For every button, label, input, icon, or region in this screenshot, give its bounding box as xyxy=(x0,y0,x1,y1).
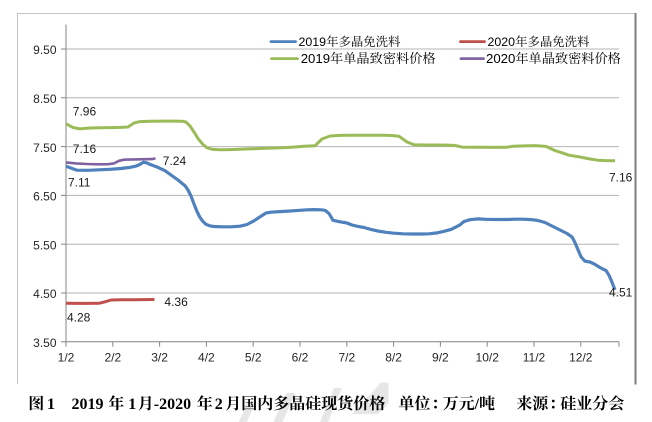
svg-text:7.11: 7.11 xyxy=(68,175,91,189)
svg-text:8/2: 8/2 xyxy=(385,351,402,365)
svg-text:2/2: 2/2 xyxy=(104,351,121,365)
svg-text:6/2: 6/2 xyxy=(292,351,309,365)
svg-text:12/2: 12/2 xyxy=(569,351,593,365)
svg-text:4/2: 4/2 xyxy=(198,351,215,365)
svg-text:4.36: 4.36 xyxy=(164,295,188,309)
svg-text:2020年单晶致密料价格: 2020年单晶致密料价格 xyxy=(486,51,621,66)
svg-text:1/2: 1/2 xyxy=(58,351,75,365)
svg-text:3/2: 3/2 xyxy=(151,351,168,365)
svg-text:2020年多晶免洗料: 2020年多晶免洗料 xyxy=(488,35,591,49)
svg-text:4.50: 4.50 xyxy=(33,287,57,301)
svg-text:10/2: 10/2 xyxy=(476,351,500,365)
svg-text:7/2: 7/2 xyxy=(338,351,355,365)
svg-text:7.24: 7.24 xyxy=(163,154,187,168)
svg-text:8.50: 8.50 xyxy=(33,92,57,106)
svg-text:5/2: 5/2 xyxy=(245,351,262,365)
svg-text:7.50: 7.50 xyxy=(33,141,57,155)
svg-text:11/2: 11/2 xyxy=(523,351,546,365)
svg-text:9.50: 9.50 xyxy=(33,43,57,57)
svg-text:2019年多晶免洗料: 2019年多晶免洗料 xyxy=(299,35,402,49)
svg-text:5.50: 5.50 xyxy=(33,238,57,252)
svg-text:7.16: 7.16 xyxy=(609,170,633,184)
svg-text:4.51: 4.51 xyxy=(609,285,633,299)
svg-text:7.16: 7.16 xyxy=(73,142,97,156)
svg-text:9/2: 9/2 xyxy=(432,351,449,365)
svg-text:6.50: 6.50 xyxy=(33,190,57,204)
svg-text:3.50: 3.50 xyxy=(33,336,57,350)
svg-text:4.28: 4.28 xyxy=(67,310,91,324)
svg-text:7.96: 7.96 xyxy=(73,105,97,119)
svg-text:2019年单晶致密料价格: 2019年单晶致密料价格 xyxy=(301,51,436,66)
